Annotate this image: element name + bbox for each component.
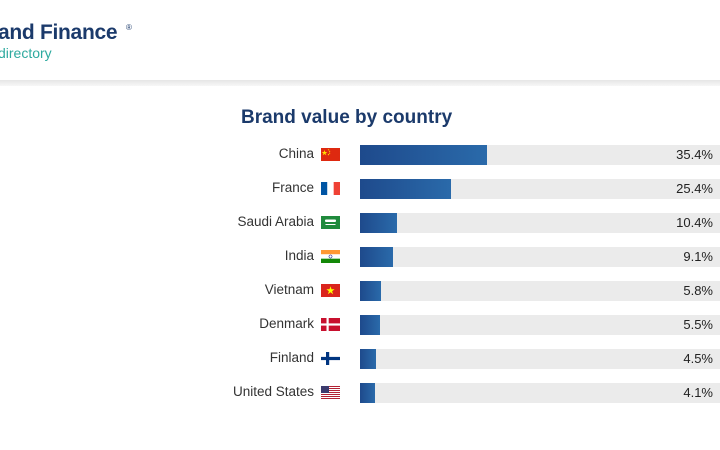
- bar: [360, 281, 381, 301]
- header-divider: [0, 80, 720, 86]
- bar-row: Vietnam 5.8%: [0, 281, 720, 301]
- flag-china-icon: [321, 148, 340, 161]
- registered-mark: ®: [126, 23, 132, 32]
- country-label: France: [271, 180, 314, 195]
- bar: [360, 349, 377, 369]
- value-label: 35.4%: [676, 147, 713, 162]
- bar-row: India 9.1%: [0, 247, 720, 267]
- value-label: 10.4%: [676, 215, 713, 230]
- bar: [360, 315, 380, 335]
- country-label: China: [278, 146, 314, 161]
- bar-track: 5.8%: [360, 281, 720, 301]
- value-label: 5.5%: [683, 317, 713, 332]
- bar-row: China 35.4%: [0, 145, 720, 165]
- bar-track: 5.5%: [360, 315, 720, 335]
- bar: [360, 179, 452, 199]
- flag-vietnam-icon: [321, 284, 340, 297]
- brand-logo[interactable]: and Finance: [0, 21, 118, 44]
- flag-saudi-arabia-icon: [321, 216, 340, 229]
- flag-united-states-icon: [321, 386, 340, 399]
- value-label: 9.1%: [683, 249, 713, 264]
- country-label: Vietnam: [264, 282, 314, 297]
- flag-finland-icon: [321, 352, 340, 365]
- flag-india-icon: [321, 250, 340, 263]
- chart-title: Brand value by country: [241, 107, 453, 128]
- bar-track: 9.1%: [360, 247, 720, 267]
- bar-track: 4.1%: [360, 383, 720, 403]
- bar: [360, 145, 488, 165]
- bar-row: Saudi Arabia 10.4%: [0, 213, 720, 233]
- bar: [360, 383, 375, 403]
- country-label: Finland: [269, 350, 314, 365]
- bar-row: United States 4.1%: [0, 383, 720, 403]
- bar-track: 4.5%: [360, 349, 720, 369]
- bar-track: 25.4%: [360, 179, 720, 199]
- flag-france-icon: [321, 182, 340, 195]
- country-label: India: [284, 248, 314, 263]
- bar-track: 10.4%: [360, 213, 720, 233]
- brand-logo-subtitle: directory: [0, 45, 52, 61]
- header: and Finance ® directory: [0, 0, 720, 80]
- bar-row: France 25.4%: [0, 179, 720, 199]
- country-label: United States: [232, 384, 314, 399]
- bar: [360, 213, 398, 233]
- bar: [360, 247, 393, 267]
- value-label: 25.4%: [676, 181, 713, 196]
- value-label: 4.1%: [683, 385, 713, 400]
- value-label: 4.5%: [683, 351, 713, 366]
- country-label: Saudi Arabia: [237, 214, 314, 229]
- country-label: Denmark: [259, 316, 314, 331]
- bar-track: 35.4%: [360, 145, 720, 165]
- bar-row: Finland 4.5%: [0, 349, 720, 369]
- value-label: 5.8%: [683, 283, 713, 298]
- flag-denmark-icon: [321, 318, 340, 331]
- bar-row: Denmark 5.5%: [0, 315, 720, 335]
